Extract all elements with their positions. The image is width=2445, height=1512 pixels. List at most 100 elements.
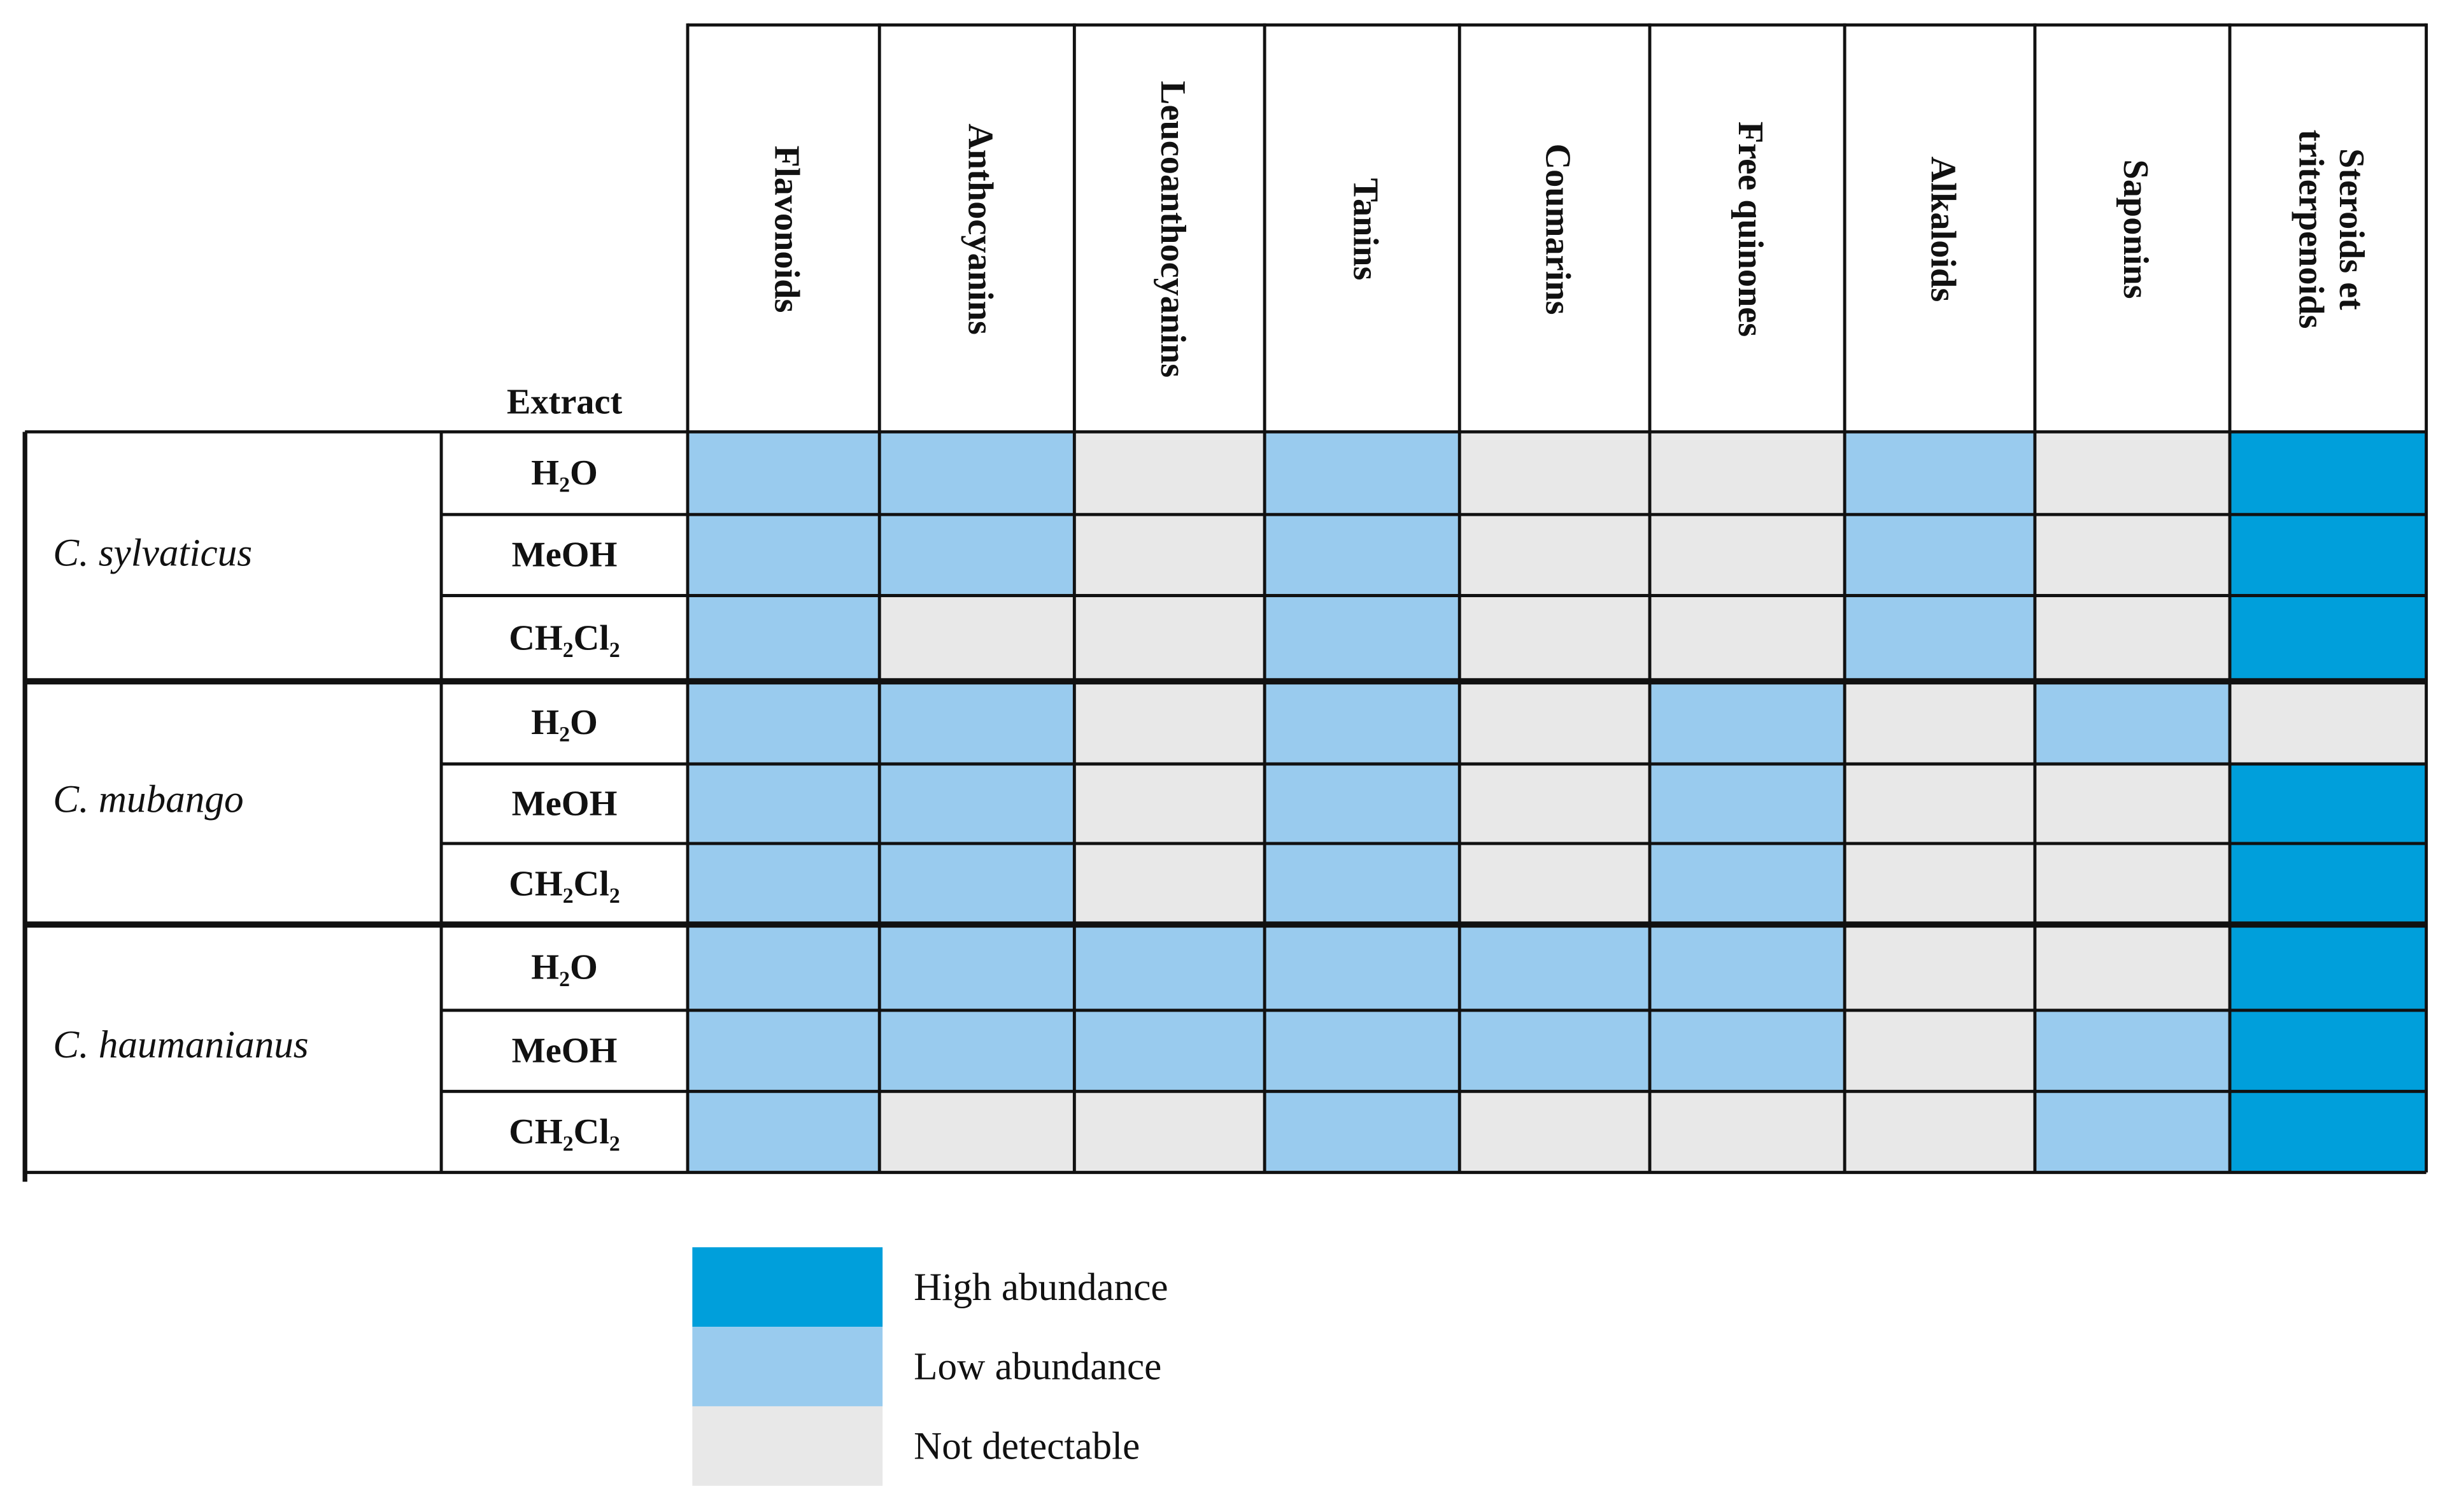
cell <box>1074 432 1265 515</box>
cell <box>1459 681 1650 764</box>
cell <box>879 595 1075 682</box>
cell <box>1074 681 1265 764</box>
cell <box>1074 1010 1265 1092</box>
cell <box>879 843 1075 925</box>
cell <box>2034 432 2230 515</box>
cell <box>1650 924 1845 1010</box>
cell <box>1845 763 2035 844</box>
column-header: Alkaloids <box>1924 157 1963 302</box>
cell <box>2034 924 2230 1010</box>
cell <box>879 681 1075 764</box>
cell <box>1074 1091 1265 1173</box>
extract-label: H₂O <box>531 453 598 493</box>
extract-label: MeOH <box>512 784 618 823</box>
column-header: Tanins <box>1345 178 1385 281</box>
cell <box>1459 843 1650 925</box>
cell <box>2034 681 2230 764</box>
legend-swatch <box>692 1247 883 1327</box>
cell <box>1459 763 1650 844</box>
column-header: Anthocyanins <box>960 124 1000 335</box>
cell <box>1459 1091 1650 1173</box>
cell <box>688 1091 880 1173</box>
cell <box>1265 763 1460 844</box>
cell <box>879 1091 1075 1173</box>
cell <box>1845 924 2035 1010</box>
cell <box>1845 432 2035 515</box>
cell <box>2230 924 2427 1010</box>
cell <box>1650 1010 1845 1092</box>
cell <box>1845 1010 2035 1092</box>
cell <box>879 924 1075 1010</box>
column-header: Saponins <box>2116 159 2155 299</box>
cell <box>1650 595 1845 682</box>
legend-label: Low abundance <box>914 1345 1161 1388</box>
column-header: Steroids ettriterpenoids <box>2292 130 2372 329</box>
cell <box>879 763 1075 844</box>
extract-label: H₂O <box>531 703 598 742</box>
legend-swatch <box>692 1406 883 1486</box>
cell <box>1265 432 1460 515</box>
extract-label: CH₂Cl₂ <box>509 619 620 658</box>
legend-swatch <box>692 1327 883 1406</box>
species-label: C. haumanianus <box>53 1023 308 1066</box>
cell <box>1650 681 1845 764</box>
cell <box>2230 1010 2427 1092</box>
cell <box>1265 681 1460 764</box>
cell <box>2230 763 2427 844</box>
column-header: Coumarins <box>1538 143 1578 314</box>
species-label: C. sylvaticus <box>53 531 252 574</box>
cell <box>2034 763 2230 844</box>
extract-label: MeOH <box>512 535 618 575</box>
cell <box>688 843 880 925</box>
cell <box>2034 514 2230 596</box>
cell <box>1650 763 1845 844</box>
cell <box>1459 595 1650 682</box>
cell <box>1265 1091 1460 1173</box>
extract-label: CH₂Cl₂ <box>509 1112 620 1152</box>
extract-label: MeOH <box>512 1031 618 1070</box>
cell <box>1459 432 1650 515</box>
cell <box>1650 432 1845 515</box>
cell <box>688 432 880 515</box>
cell <box>1845 1091 2035 1173</box>
legend-label: Not detectable <box>914 1425 1140 1468</box>
column-header: Free quinones <box>1731 122 1770 337</box>
cell <box>2230 681 2427 764</box>
cell <box>1845 595 2035 682</box>
column-header: Flavonoids <box>767 146 807 313</box>
cell <box>2230 1091 2427 1173</box>
cell <box>2034 595 2230 682</box>
cell <box>2230 514 2427 596</box>
extract-header: Extract <box>507 383 623 422</box>
cell <box>1074 924 1265 1010</box>
cell <box>1074 595 1265 682</box>
cell <box>1459 924 1650 1010</box>
cell <box>1845 843 2035 925</box>
cell <box>2230 843 2427 925</box>
cell <box>879 1010 1075 1092</box>
column-header: Leucoanthocyanins <box>1153 81 1193 378</box>
cell <box>1265 924 1460 1010</box>
extract-label: CH₂Cl₂ <box>509 864 620 903</box>
cell <box>2230 432 2427 515</box>
legend-label: High abundance <box>914 1266 1168 1309</box>
cell <box>1265 1010 1460 1092</box>
cell <box>688 595 880 682</box>
cell <box>1265 843 1460 925</box>
species-label: C. mubango <box>53 777 243 821</box>
cell <box>1459 1010 1650 1092</box>
cell <box>688 924 880 1010</box>
cell <box>1845 681 2035 764</box>
cell <box>2034 843 2230 925</box>
cell <box>879 514 1075 596</box>
cell <box>1074 763 1265 844</box>
cell <box>2034 1091 2230 1173</box>
cell <box>688 514 880 596</box>
cell <box>688 1010 880 1092</box>
cell <box>688 763 880 844</box>
cell <box>688 681 880 764</box>
cell <box>1265 595 1460 682</box>
cell <box>1265 514 1460 596</box>
cell <box>1459 514 1650 596</box>
